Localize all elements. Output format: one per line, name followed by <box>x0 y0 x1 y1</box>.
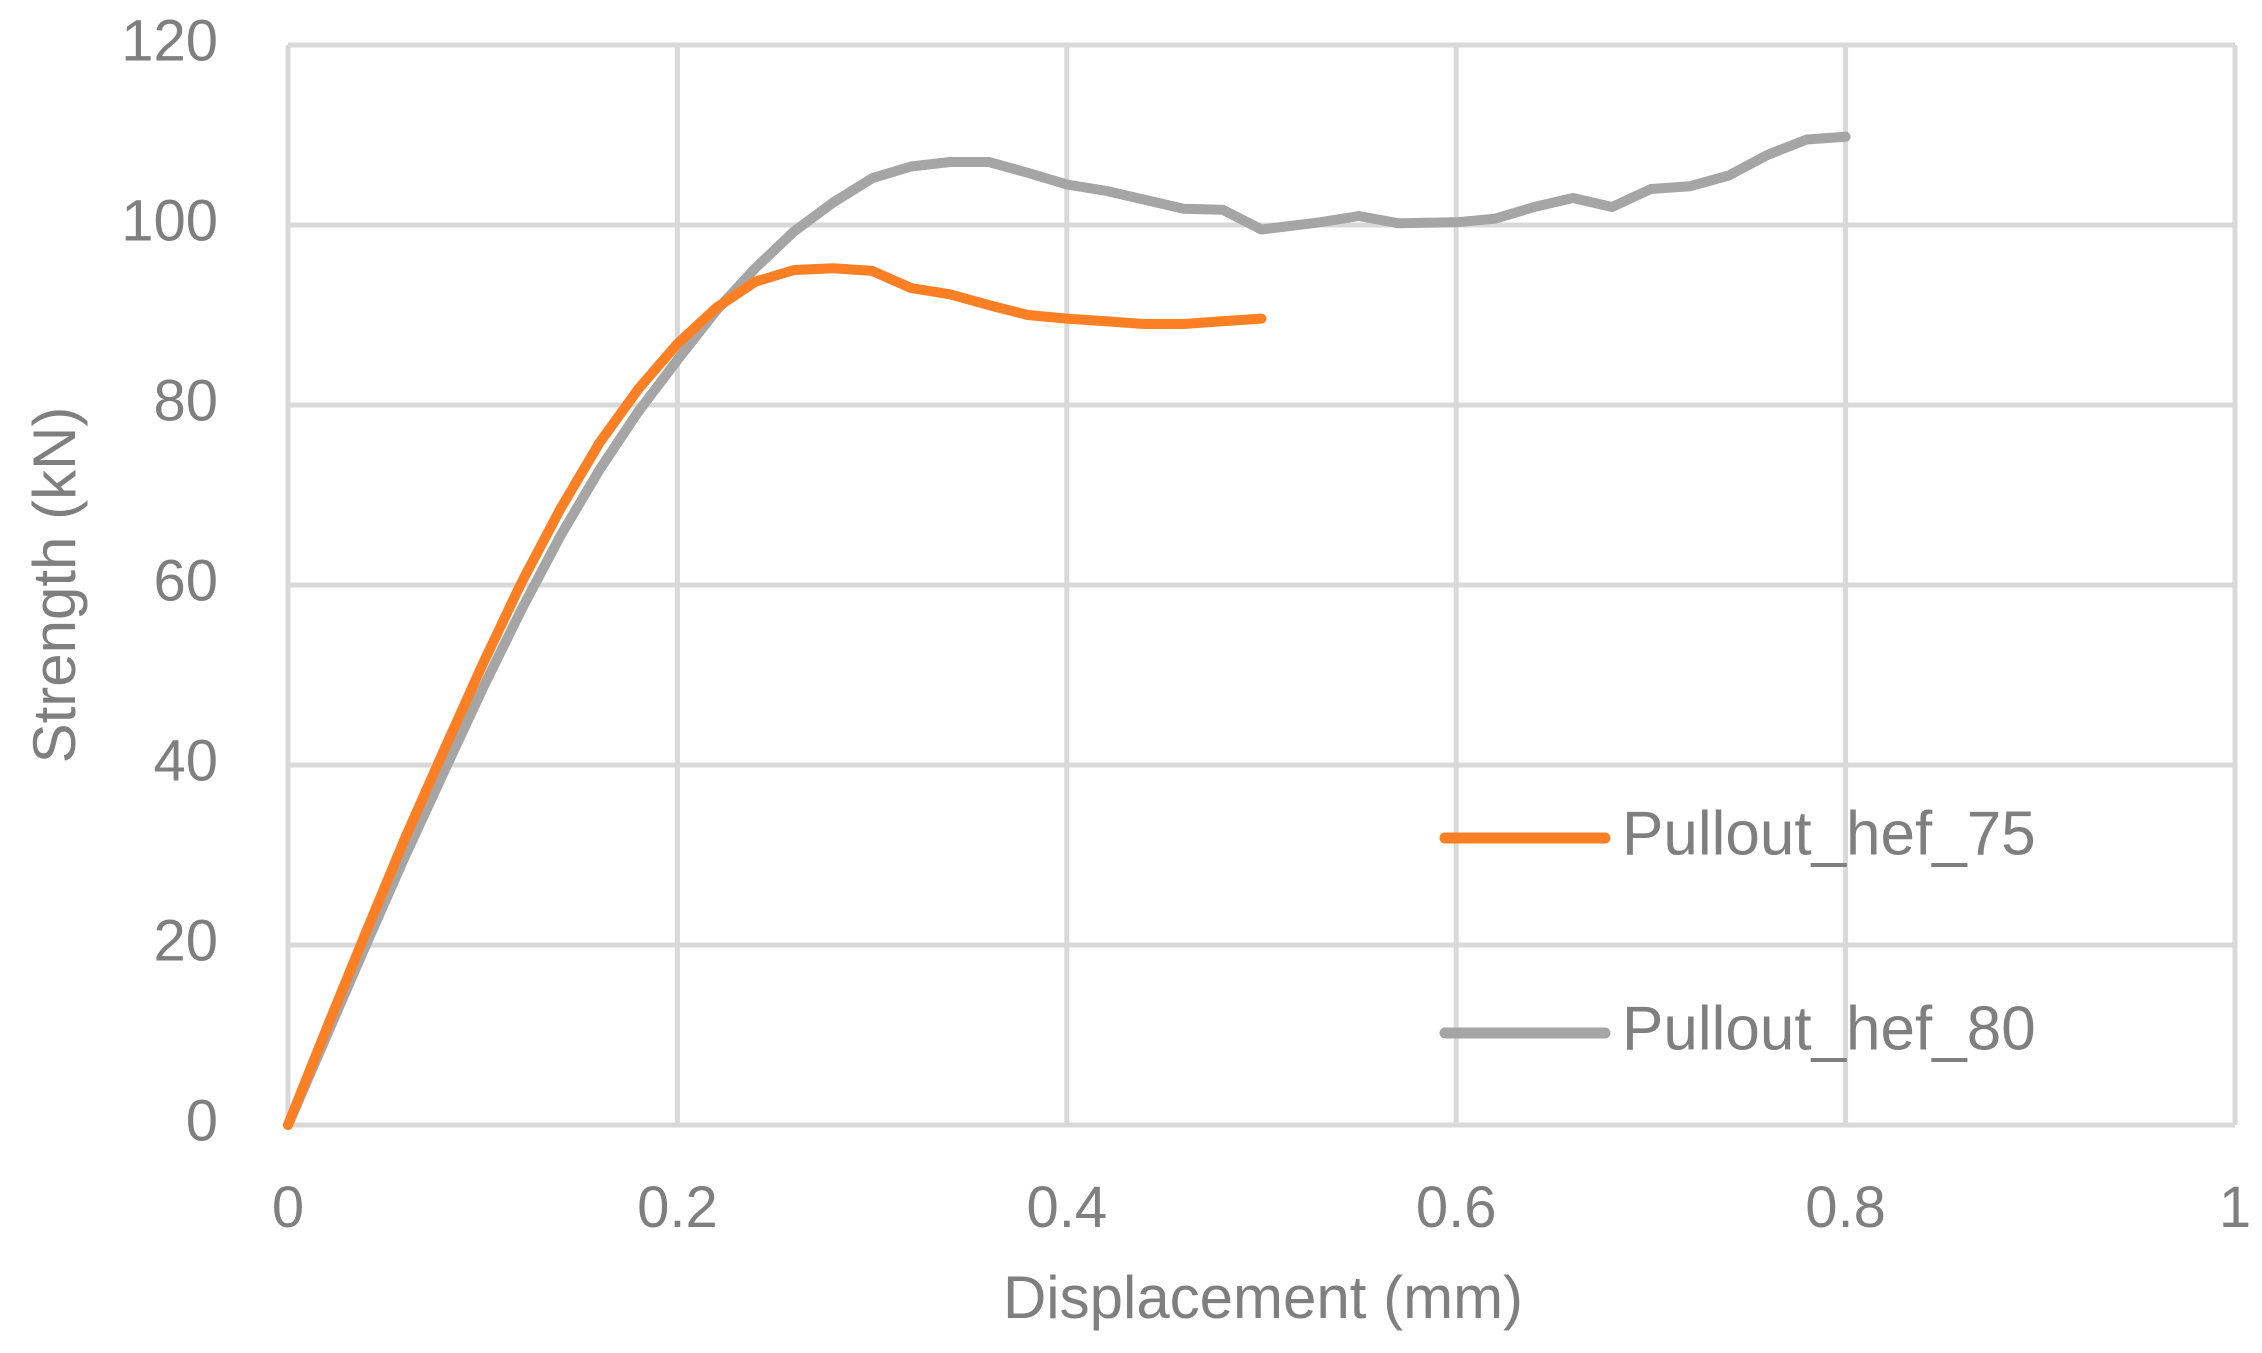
data-point <box>1455 221 1457 223</box>
data-point <box>1611 206 1613 208</box>
y-axis-tick-labels: 0 20 40 60 80 100 120 <box>121 8 218 1153</box>
x-tick-label: 0.8 <box>1805 1175 1886 1240</box>
series-line-1 <box>283 263 1267 1130</box>
data-point <box>1222 209 1224 211</box>
y-tick-label: 120 <box>121 8 218 73</box>
data-point <box>793 269 795 271</box>
y-tick-label: 20 <box>153 908 218 973</box>
data-point <box>793 230 795 232</box>
x-tick-label: 0.6 <box>1416 1175 1497 1240</box>
y-tick-label: 0 <box>186 1088 218 1153</box>
data-point <box>482 688 484 689</box>
data-point <box>560 508 562 509</box>
x-axis-title: Displacement (mm) <box>1003 1264 1523 1331</box>
series-1 <box>283 263 1267 1130</box>
data-point <box>404 856 406 858</box>
data-point <box>404 838 406 840</box>
data-point <box>910 287 912 289</box>
legend-entry-2: Pullout_hef_80 <box>1439 994 2036 1063</box>
y-axis-title: Strength (kN) <box>21 407 88 764</box>
legend-entry-1: Pullout_hef_75 <box>1439 799 2036 868</box>
data-point <box>1533 206 1535 208</box>
legend-label-1: Pullout_hef_75 <box>1622 799 2036 868</box>
legend-label-2: Pullout_hef_80 <box>1622 994 2036 1063</box>
data-point <box>1027 314 1029 316</box>
data-point <box>1183 208 1185 210</box>
horizontal-gridlines <box>288 42 2235 1128</box>
data-point <box>1650 188 1652 190</box>
data-point <box>910 166 912 167</box>
data-point <box>638 410 639 412</box>
series-layer <box>283 131 1851 1130</box>
data-point <box>676 343 678 345</box>
data-point <box>560 535 562 536</box>
data-point <box>287 1124 289 1126</box>
data-point <box>676 359 678 361</box>
legend: Pullout_hef_75 Pullout_hef_80 <box>1439 799 2036 1063</box>
data-point <box>1572 197 1574 199</box>
data-point <box>443 771 445 773</box>
data-point <box>599 442 600 444</box>
data-point <box>949 293 951 295</box>
data-point <box>988 161 990 163</box>
data-point <box>1066 318 1068 320</box>
data-point <box>1105 320 1107 322</box>
x-axis-tick-labels: 0 0.2 0.4 0.6 0.8 1 <box>272 1175 2251 1240</box>
x-tick-label: 0 <box>272 1175 304 1240</box>
data-point <box>1105 190 1107 192</box>
data-point <box>1806 139 1808 140</box>
data-point <box>1358 215 1360 217</box>
data-point <box>1222 320 1224 322</box>
series-line-2 <box>283 131 1851 1130</box>
data-point <box>832 267 834 269</box>
data-point <box>754 281 756 283</box>
data-point <box>1689 185 1691 187</box>
x-tick-label: 0.4 <box>1026 1175 1107 1240</box>
data-point <box>1728 175 1730 176</box>
data-point <box>988 304 990 306</box>
x-tick-label: 0.2 <box>637 1175 718 1240</box>
data-point <box>482 663 484 665</box>
data-point <box>715 307 717 309</box>
x-tick-label: 1 <box>2219 1175 2251 1240</box>
data-point <box>1144 199 1146 201</box>
data-point <box>949 161 951 163</box>
data-point <box>599 469 600 471</box>
y-tick-label: 100 <box>121 188 218 253</box>
data-point <box>1845 136 1847 138</box>
data-point <box>638 388 639 390</box>
data-point <box>1494 218 1496 220</box>
data-point <box>521 581 523 583</box>
data-point <box>521 608 523 610</box>
data-point <box>443 750 445 752</box>
data-point <box>1183 323 1185 325</box>
data-point <box>1397 222 1399 224</box>
data-point <box>754 267 756 269</box>
data-point <box>1027 172 1029 174</box>
data-point <box>871 177 873 179</box>
data-point <box>1144 323 1146 325</box>
data-point <box>1261 229 1262 230</box>
series-2 <box>283 131 1851 1130</box>
data-point <box>1319 221 1321 223</box>
data-point <box>871 270 873 272</box>
data-point <box>1066 184 1068 185</box>
y-tick-label: 60 <box>153 548 218 613</box>
data-point <box>1261 318 1262 320</box>
data-point <box>1767 154 1769 156</box>
data-point <box>326 1027 328 1029</box>
data-point <box>365 931 367 933</box>
data-point <box>832 202 834 203</box>
y-tick-label: 40 <box>153 728 218 793</box>
y-tick-label: 80 <box>153 368 218 433</box>
